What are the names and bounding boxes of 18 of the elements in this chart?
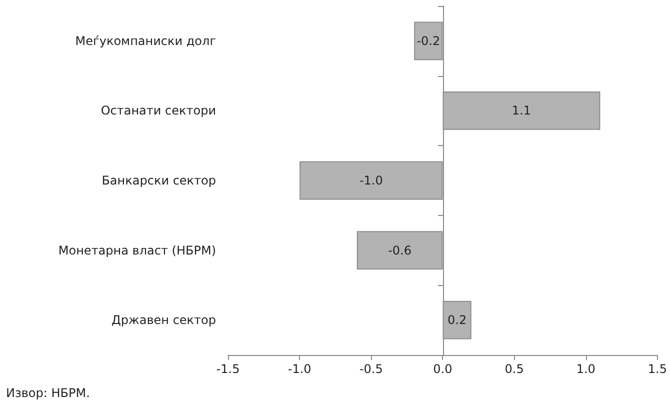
text: Извор: НБРМ. [6,386,90,400]
x-tick-label: 1.0 [576,362,596,376]
x-tick-label: 0.0 [433,362,452,376]
x-tick-label: -0.5 [359,362,383,376]
y-tick-label: Монетарна власт (НБРМ) [58,243,216,258]
data-label: -0.2 [416,34,440,48]
x-tick-label: -1.5 [216,362,240,376]
x-tick-label: 0.5 [504,362,524,376]
x-tick-label: 1.5 [648,362,668,376]
data-label: 0.2 [447,313,467,328]
data-label: 1.1 [512,104,532,118]
y-tick-label: Меѓукомпаниски долг [75,34,216,48]
data-label: -0.6 [388,243,412,258]
y-tick-label: Банкарски сектор [102,174,216,188]
y-tick-label: Останати сектори [100,104,216,118]
y-tick-label: Државен сектор [112,313,216,328]
x-tick-label: -1.0 [288,362,312,376]
data-label: -1.0 [359,174,383,188]
